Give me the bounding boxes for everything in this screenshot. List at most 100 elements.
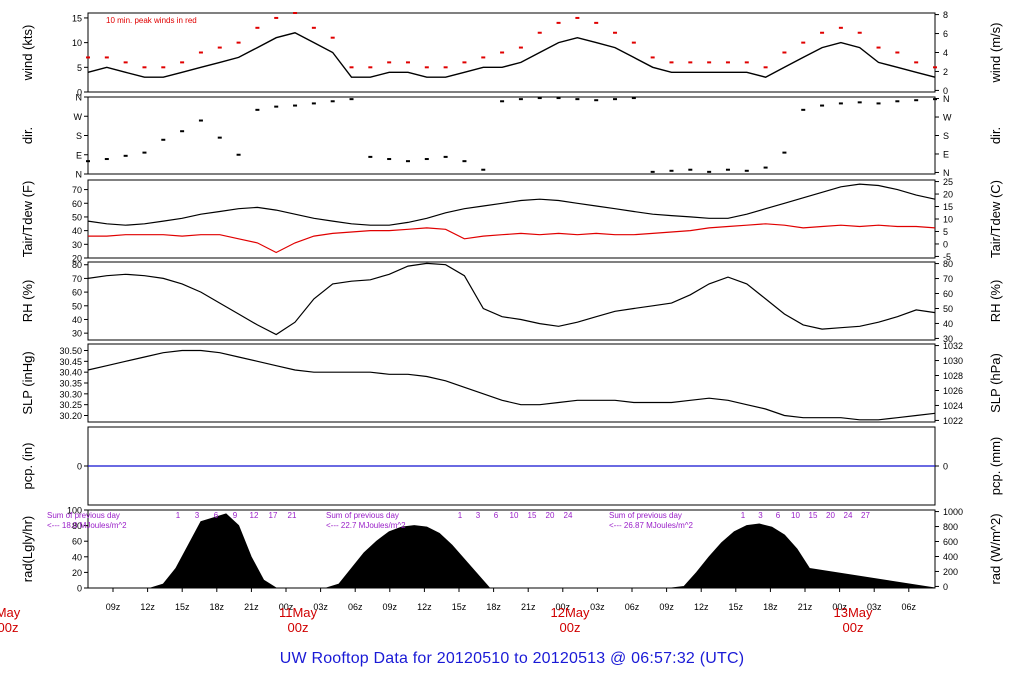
y-tick-label-left: 100 — [67, 506, 82, 516]
x-tick-label: 15z — [175, 602, 190, 612]
series-relative-humidity — [87, 262, 936, 336]
hour-mark-label: 21 — [288, 511, 297, 520]
data-point — [424, 158, 429, 161]
panel-frame — [87, 12, 936, 93]
y-axis-title-left: SLP (inHg) — [20, 351, 35, 414]
y-tick-label-right: 70 — [943, 274, 953, 284]
data-point — [142, 151, 147, 154]
y-tick-label-right: S — [943, 131, 949, 141]
day-date-label: 11May — [279, 605, 318, 620]
data-point — [763, 166, 768, 169]
y-axis-title-left: Tair/Tdew (F) — [20, 181, 35, 258]
data-point — [293, 104, 298, 107]
x-tick-label: 12z — [417, 602, 432, 612]
y-tick-label-left: 10 — [72, 38, 82, 48]
data-point — [293, 12, 298, 14]
data-point — [86, 56, 90, 59]
y-tick-label-left: 80 — [72, 521, 82, 531]
x-tick-label: 03z — [590, 602, 605, 612]
daily-sum-value: <--- 18.0 MJoules/m^2 — [47, 521, 127, 530]
series-direction — [86, 97, 937, 173]
x-tick-label: 18z — [486, 602, 501, 612]
y-tick-label-right: 200 — [943, 567, 958, 577]
hour-mark-label: 6 — [494, 511, 499, 520]
hour-mark-label: 20 — [546, 511, 555, 520]
panel-temperature: 20 30 40 50 60 70 -5 0 5 10 15 20 25 Tair/Tdew (F) Tai… — [20, 177, 1003, 263]
x-tick-label: 06z — [348, 602, 363, 612]
daily-sum-caption: Sum of previous day — [609, 511, 682, 520]
y-tick-label-right: 1000 — [943, 507, 963, 517]
data-point — [180, 130, 185, 133]
x-tick-label: 06z — [625, 602, 640, 612]
x-tick-label: 12z — [694, 602, 709, 612]
y-tick-label-right: 6 — [943, 29, 948, 39]
hour-mark-label: 1 — [458, 511, 463, 520]
data-point — [180, 61, 185, 64]
data-point — [820, 104, 825, 107]
y-tick-label-right: 600 — [943, 537, 958, 547]
x-tick-label: 18z — [763, 602, 778, 612]
panel-wind: 0 5 10 15 0 2 4 6 8 wind (kts) wind (m/s) 10 min. p… — [20, 10, 1003, 97]
y-tick-label-right: 1026 — [943, 386, 963, 396]
data-point — [933, 98, 937, 101]
data-point — [933, 66, 937, 69]
y-tick-label-right: N — [943, 94, 950, 104]
data-point — [876, 102, 881, 105]
y-tick-label-left: N — [76, 170, 83, 180]
y-tick-label-right: 15 — [943, 202, 953, 212]
data-point — [405, 61, 410, 64]
hour-mark-label: 3 — [195, 511, 200, 520]
data-point — [368, 66, 373, 69]
data-point — [161, 66, 166, 69]
y-axis-title-left: RH (%) — [20, 280, 35, 323]
peak-wind-note: 10 min. peak winds in red — [106, 16, 197, 25]
y-axis-title-right: wind (m/s) — [988, 23, 1003, 84]
hour-mark-label: 12 — [250, 511, 259, 520]
x-tick-label: 12z — [140, 602, 155, 612]
data-point — [669, 61, 674, 64]
y-tick-label-right: 50 — [943, 304, 953, 314]
y-tick-label-left: N — [76, 93, 83, 103]
y-tick-label-left: 0 — [77, 584, 82, 594]
hour-mark-label: 6 — [214, 511, 219, 520]
series-peak — [86, 12, 937, 69]
data-point — [500, 100, 505, 103]
data-point — [255, 108, 260, 111]
y-tick-label-right: 10 — [943, 215, 953, 225]
data-point — [556, 21, 561, 24]
data-point — [782, 151, 787, 154]
data-point — [311, 102, 316, 105]
panel-humidity: 30 40 50 60 70 80 30 40 50 60 70 80 RH (%) RH (%) — [20, 259, 1003, 344]
hour-mark-label: 9 — [233, 511, 238, 520]
y-tick-label-right: 1030 — [943, 356, 963, 366]
hour-mark-label: 15 — [528, 511, 537, 520]
y-tick-label-right: 20 — [943, 190, 953, 200]
data-point — [801, 41, 806, 44]
data-point — [631, 97, 636, 100]
data-point — [914, 99, 919, 102]
data-point — [876, 46, 881, 49]
y-tick-label-right: 2 — [943, 67, 948, 77]
y-tick-label-left: 0 — [77, 462, 82, 472]
data-point — [518, 98, 523, 101]
series-dew-point — [88, 223, 936, 254]
data-point — [575, 16, 580, 19]
y-axis-title-left: pcp. (in) — [20, 443, 35, 490]
x-tick-label: 00z — [556, 602, 571, 612]
title-timezone: (UTC) — [699, 650, 745, 667]
hour-mark-label: 1 — [741, 511, 746, 520]
y-axis-title-right: rad (W/m^2) — [988, 513, 1003, 584]
hour-mark-label: 6 — [776, 511, 781, 520]
y-tick-label-left: 80 — [72, 260, 82, 270]
data-point — [763, 66, 768, 69]
hour-mark-label: 17 — [269, 511, 278, 520]
y-tick-label-right: 0 — [943, 86, 948, 96]
x-tick-label: 09z — [106, 602, 121, 612]
data-point — [820, 31, 825, 34]
day-hour-label: 00z — [843, 620, 864, 635]
hour-mark-label: 15 — [809, 511, 818, 520]
x-tick-label: 15z — [452, 602, 467, 612]
data-point — [481, 168, 486, 171]
x-tick-label: 09z — [659, 602, 674, 612]
